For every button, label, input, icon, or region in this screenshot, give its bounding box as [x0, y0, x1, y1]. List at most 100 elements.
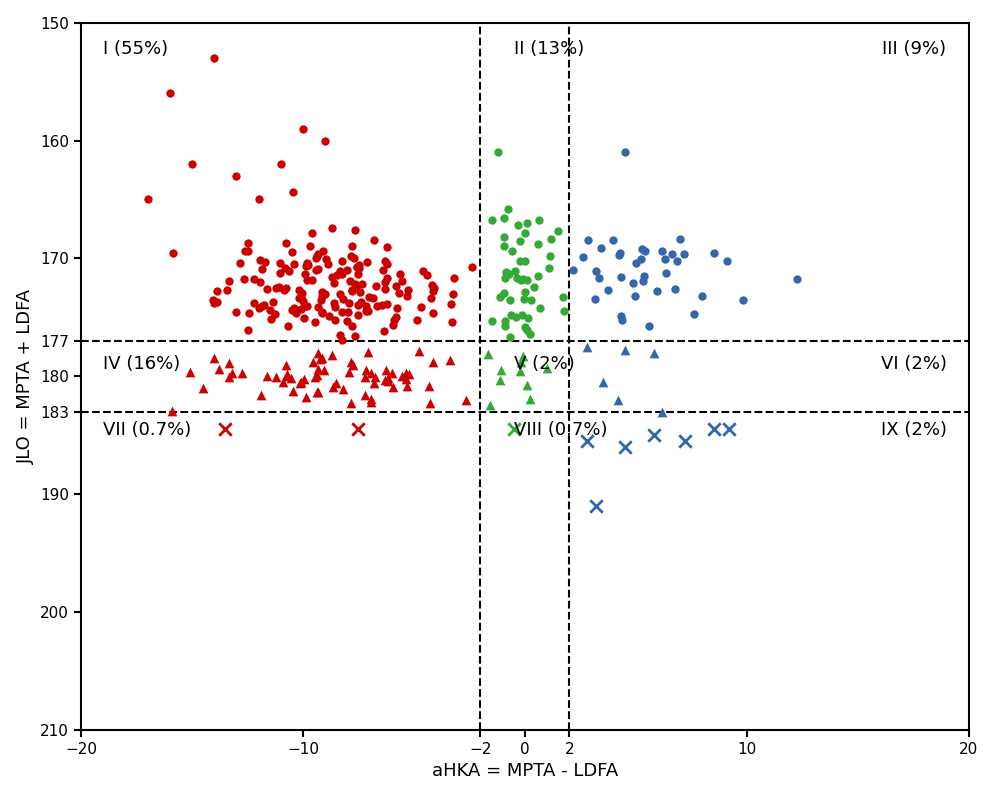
Point [362, 367, 378, 379]
Point [308, 368, 324, 381]
Point [612, 309, 628, 322]
Point [610, 248, 626, 261]
Point [309, 300, 325, 313]
Point [594, 376, 610, 389]
Point [254, 300, 270, 312]
Point [354, 277, 370, 290]
Point [310, 347, 326, 359]
Point [518, 379, 534, 392]
Point [368, 279, 384, 292]
Point [705, 423, 721, 436]
Point [313, 306, 329, 319]
Point [351, 262, 367, 275]
Point [668, 254, 684, 267]
Point [657, 266, 673, 279]
Point [496, 212, 512, 225]
Point [276, 284, 292, 296]
Point [654, 406, 670, 418]
Point [526, 281, 542, 293]
Text: IV (16%): IV (16%) [103, 355, 180, 373]
Point [556, 304, 572, 317]
Point [271, 281, 287, 293]
Point [240, 245, 255, 257]
Point [334, 305, 350, 318]
Point [211, 363, 227, 375]
Point [293, 291, 309, 304]
Point [458, 394, 474, 406]
Point [391, 287, 407, 300]
Point [217, 423, 233, 436]
Point [500, 202, 516, 215]
Text: I (55%): I (55%) [103, 41, 168, 58]
Point [332, 328, 348, 341]
Point [229, 306, 245, 319]
Point [666, 283, 682, 296]
Point [360, 346, 376, 359]
Point [304, 226, 320, 239]
Point [495, 287, 511, 300]
Point [517, 254, 533, 267]
Point [312, 352, 328, 365]
Y-axis label: JLO = MPTA + LDFA: JLO = MPTA + LDFA [17, 289, 35, 464]
Point [586, 292, 602, 305]
Point [363, 392, 379, 405]
Point [479, 348, 495, 361]
Point [164, 405, 180, 418]
Point [389, 301, 405, 314]
Point [313, 289, 329, 302]
Point [380, 375, 396, 387]
Point [788, 273, 804, 285]
Point [508, 311, 524, 324]
Point [616, 344, 632, 357]
Point [635, 269, 651, 282]
Point [296, 373, 312, 386]
Point [721, 423, 737, 436]
Point [340, 365, 356, 378]
Point [587, 500, 603, 512]
Point [531, 302, 547, 315]
Point [490, 146, 506, 159]
Point [599, 284, 615, 296]
Point [346, 277, 362, 290]
Point [425, 307, 441, 320]
Point [277, 261, 293, 274]
Point [299, 300, 315, 312]
Point [326, 296, 342, 309]
Point [292, 377, 308, 390]
Point [307, 251, 323, 264]
Point [285, 385, 301, 398]
Point [279, 319, 295, 332]
Point [350, 299, 366, 312]
Text: VI (2%): VI (2%) [880, 355, 945, 373]
Point [550, 224, 566, 237]
Point [522, 293, 538, 306]
Point [575, 250, 590, 263]
Point [398, 373, 414, 386]
Point [360, 304, 376, 317]
Point [515, 273, 531, 285]
Point [206, 52, 222, 65]
Point [543, 233, 559, 245]
Point [341, 296, 357, 309]
Point [296, 300, 312, 313]
Text: VIII (0.7%): VIII (0.7%) [513, 421, 606, 439]
Point [609, 394, 625, 406]
Point [519, 324, 535, 336]
Point [656, 253, 672, 265]
Point [394, 369, 410, 382]
Point [492, 290, 508, 303]
Point [232, 257, 248, 270]
Point [238, 245, 253, 257]
Point [241, 324, 256, 337]
Point [542, 250, 558, 263]
Point [504, 245, 520, 257]
Point [386, 314, 402, 327]
Point [235, 367, 250, 379]
Point [640, 320, 656, 332]
Point [258, 369, 274, 382]
Point [377, 276, 393, 289]
Point [369, 300, 385, 312]
Point [326, 277, 342, 290]
Point [209, 285, 225, 297]
Point [399, 290, 414, 303]
